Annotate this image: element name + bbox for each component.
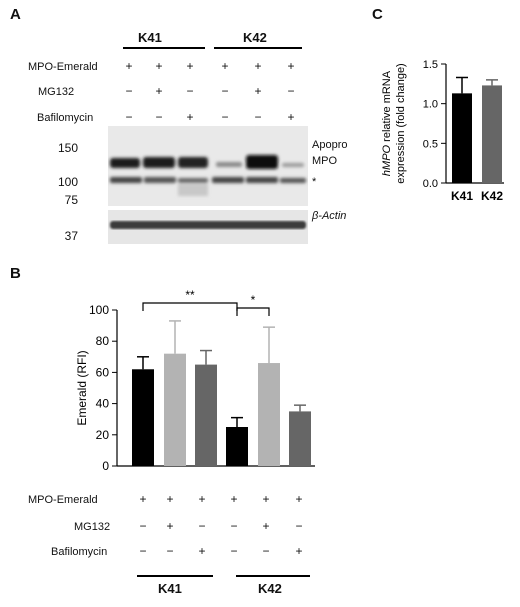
panel-a-sign: + [221, 59, 229, 73]
panel-a-sign: + [186, 110, 194, 124]
y-tick-label: 60 [96, 365, 110, 379]
panel-b-sign: + [230, 492, 238, 506]
bar [164, 353, 186, 466]
bar [226, 427, 248, 466]
mw-marker-37: 37 [64, 229, 78, 243]
y-tick-label: 100 [89, 303, 109, 317]
panel-b-sign: + [166, 492, 174, 506]
y-tick-label: 20 [96, 428, 110, 442]
panel-a-group-k41: K41 [138, 30, 162, 45]
panel-a-sign: + [125, 59, 133, 73]
panel-b-row-label-mpo-emerald: MPO-Emerald [28, 494, 98, 506]
western-blot-image [108, 126, 308, 244]
panel-b-sign: + [262, 519, 270, 533]
significance-label: ** [185, 288, 195, 302]
panel-b-sign: + [166, 519, 174, 533]
panel-b-group-k42-line [236, 575, 310, 577]
band-label-mpo: MPO [312, 155, 338, 167]
panel-b-sign: − [295, 519, 303, 533]
panel-b-row-label-bafilomycin: Bafilomycin [51, 546, 108, 558]
panel-b-sign: + [295, 544, 303, 558]
y-tick-label: 0.5 [423, 138, 438, 150]
panel-a-sign: + [254, 84, 262, 98]
panel-b-sign: − [230, 544, 238, 558]
panel-a-sign: + [254, 59, 262, 73]
panel-a-group-k41-line [123, 47, 205, 49]
band-label-star: * [312, 176, 317, 188]
panel-b-sign: − [198, 519, 206, 533]
panel-b-letter: B [10, 265, 21, 282]
panel-a-sign: − [155, 110, 163, 124]
mw-marker-100: 100 [57, 175, 78, 189]
panel-b-sign: − [139, 519, 147, 533]
panel-b-sign: + [198, 492, 206, 506]
panel-a-sign: + [287, 59, 295, 73]
significance-bracket [236, 307, 270, 316]
panel-a-group-k42-line [214, 47, 302, 49]
panel-a-sign: − [125, 110, 133, 124]
panel-a-group-k42: K42 [243, 30, 267, 45]
panel-a-row-label-mg132: MG132 [38, 86, 75, 98]
significance-label: * [251, 293, 256, 307]
panel-c-letter: C [372, 6, 383, 23]
panel-a-sign: + [287, 110, 295, 124]
panel-b-group-k41-line [137, 575, 213, 577]
mw-marker-150: 150 [57, 141, 78, 155]
y-axis-label-line2: expression (fold change) [395, 63, 407, 183]
panel-b-sign: − [262, 544, 270, 558]
panel-a-row-label-bafilomycin: Bafilomycin [37, 112, 94, 124]
panel-b-sign: + [198, 544, 206, 558]
panel-a-sign: − [125, 84, 133, 98]
panel-b-group-k42: K42 [258, 581, 282, 596]
band-label-actin: β-Actin [312, 210, 347, 222]
y-tick-label: 80 [96, 334, 110, 348]
panel-a-sign: − [254, 110, 262, 124]
panel-b-sign: − [230, 519, 238, 533]
panel-a-sign: + [186, 59, 194, 73]
panel-a-row-label-mpo-emerald: MPO-Emerald [28, 61, 98, 73]
bar [132, 369, 154, 466]
y-tick-label: 0.0 [423, 178, 438, 190]
panel-b-group-k41: K41 [158, 581, 182, 596]
y-tick-label: 1.5 [423, 59, 438, 71]
hmpo-mrna-bar-chart: 0.0 0.5 1.0 1.5 hMPO relative mRNA expression… [381, 59, 504, 203]
mw-marker-75: 75 [64, 193, 78, 207]
panel-a-sign: + [155, 84, 163, 98]
y-tick-label: 0 [102, 459, 109, 473]
panel-b-sign: + [139, 492, 147, 506]
y-axis-label-line1: hMPO relative mRNA [381, 70, 393, 176]
bar [289, 411, 311, 466]
bar [482, 85, 502, 183]
panel-a-sign: − [221, 84, 229, 98]
panel-b-sign: + [295, 492, 303, 506]
panel-b-sign: − [166, 544, 174, 558]
panel-a-sign: − [287, 84, 295, 98]
panel-a-letter: A [10, 6, 21, 23]
bar [258, 363, 280, 466]
panel-b-sign: − [139, 544, 147, 558]
panel-b-sign: + [262, 492, 270, 506]
panel-a-sign: − [221, 110, 229, 124]
bar [452, 93, 472, 183]
panel-a-sign: − [186, 84, 194, 98]
y-axis-label: Emerald (RFI) [75, 350, 89, 425]
panel-a-sign: + [155, 59, 163, 73]
y-tick-label: 40 [96, 397, 110, 411]
x-tick-label: K42 [481, 189, 503, 203]
y-tick-label: 1.0 [423, 99, 438, 111]
x-tick-label: K41 [451, 189, 473, 203]
significance-bracket [142, 302, 238, 311]
panel-b-row-label-mg132: MG132 [74, 521, 111, 533]
bar [195, 364, 217, 466]
band-label-apopro: Apopro [312, 139, 348, 151]
